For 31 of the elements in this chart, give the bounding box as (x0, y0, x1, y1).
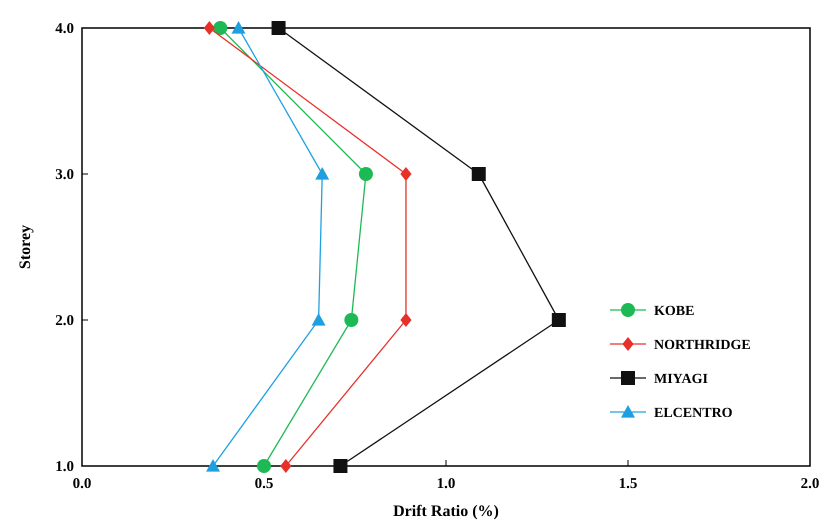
x-axis-title: Drift Ratio (%) (393, 503, 499, 520)
x-tick-label: 1.0 (436, 476, 456, 492)
point (272, 21, 286, 35)
legend-label: ELCENTRO (654, 406, 733, 421)
point (257, 459, 271, 473)
x-tick-label: 0.0 (72, 476, 92, 492)
y-tick-label: 4.0 (55, 21, 74, 37)
y-tick-label: 2.0 (55, 313, 74, 329)
legend-label: NORTHRIDGE (654, 338, 751, 353)
point (358, 167, 373, 181)
legend-label: MIYAGI (654, 372, 708, 387)
point (204, 21, 215, 35)
point (344, 313, 358, 327)
x-tick-label: 0.5 (254, 476, 274, 492)
point (312, 313, 326, 326)
point (400, 313, 412, 327)
point (333, 459, 348, 473)
point (472, 167, 486, 181)
point (315, 167, 330, 180)
y-tick-label: 3.0 (55, 167, 74, 183)
point (552, 313, 566, 327)
point (400, 167, 412, 181)
point (213, 21, 228, 35)
point (280, 459, 292, 473)
point (206, 459, 220, 472)
x-tick-label: 1.5 (618, 476, 638, 492)
legend-label: KOBE (654, 304, 694, 319)
y-tick-label: 1.0 (55, 459, 74, 475)
point (232, 21, 246, 34)
x-tick-label: 2.0 (800, 476, 820, 492)
y-axis-title: Storey (17, 224, 34, 270)
